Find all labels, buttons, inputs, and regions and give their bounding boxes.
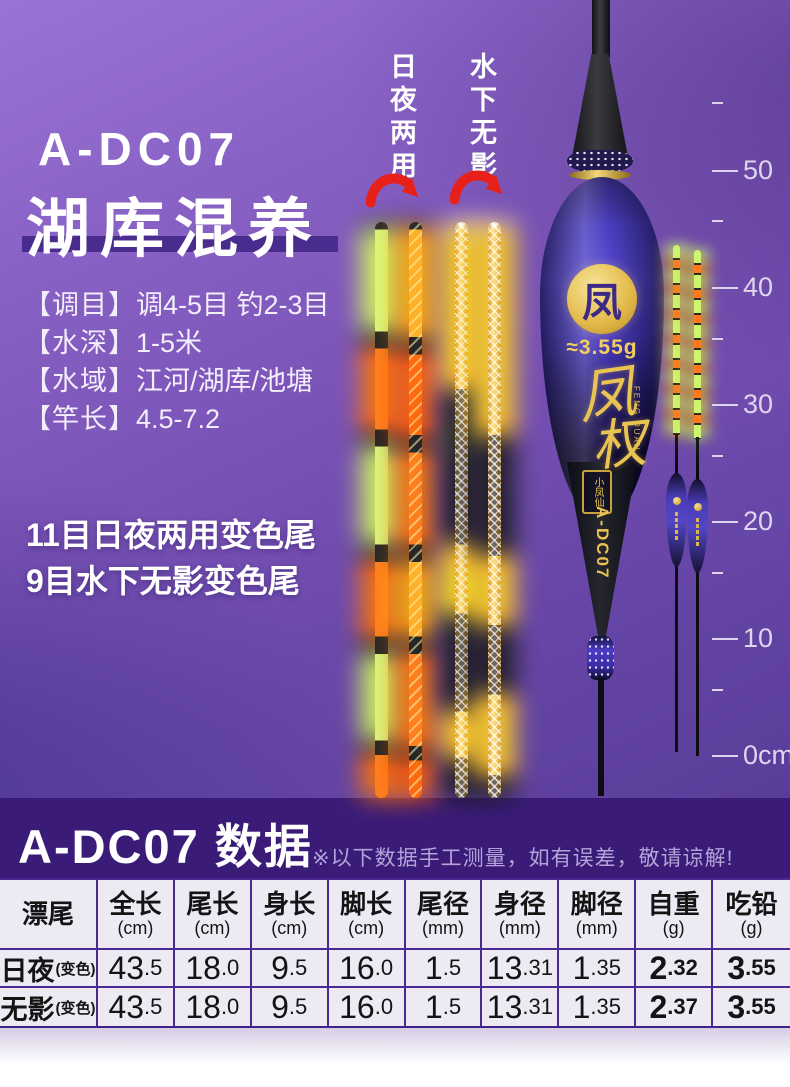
- cell-value: 43.5: [98, 950, 175, 988]
- hero-section: A-DC07 湖库混养 【调目】调4-5目 钓2-3目 【水深】1-5米 【水域…: [0, 0, 790, 798]
- cell-value: 16.0: [328, 950, 406, 988]
- red-arrow-icon: [366, 173, 419, 208]
- feature-list: 11目日夜两用变色尾 9目水下无影变色尾: [26, 512, 316, 604]
- ruler-tick-minor: [712, 455, 723, 457]
- col-header-body-length: 身长 (cm): [251, 880, 329, 950]
- col-header-foot-length: 脚长 (cm): [328, 880, 406, 950]
- cell-value: 9.5: [252, 988, 329, 1026]
- cell-value: 9.5: [251, 950, 329, 988]
- tail-underwater-1: [441, 222, 482, 798]
- cell-value: 1.35: [559, 950, 637, 988]
- col-header-total-length: 全长 (cm): [98, 880, 175, 950]
- spec-list: 【调目】调4-5目 钓2-3目 【水深】1-5米 【水域】江河/湖库/池塘 【竿…: [24, 286, 330, 438]
- cell-value: 16.0: [329, 988, 406, 1026]
- col-header-foot-diameter: 脚径 (mm): [559, 880, 637, 950]
- ruler-tick-minor: [712, 220, 723, 222]
- ruler-tick-minor: [712, 689, 723, 691]
- cell-value: 2.32: [636, 950, 714, 988]
- product-model-title: A-DC07: [38, 123, 241, 175]
- col-header-tail-length: 尾长 (cm): [174, 880, 252, 950]
- cell-value: 18.0: [174, 950, 252, 988]
- brand-logo-medallion: 凤: [567, 264, 637, 334]
- ruler-tick-10: 10: [712, 623, 773, 654]
- tail-day-night-green: [361, 222, 402, 798]
- data-section-title: A-DC07 数据: [18, 820, 313, 873]
- ruler-tick-minor: [712, 572, 723, 574]
- row-label-day-night: 日夜 (变色): [0, 950, 98, 988]
- col-header-tail-diameter: 尾径 (mm): [405, 880, 483, 950]
- cell-value: 13.31: [482, 988, 560, 1026]
- float-model-text: A-DC07: [593, 506, 612, 580]
- cell-value: 3.55: [727, 988, 776, 1025]
- mini-logo-dot: [693, 503, 702, 512]
- tail-day-night-orange: [395, 222, 436, 798]
- mini-float-foot: [675, 564, 678, 752]
- bottom-fade: [0, 1028, 790, 1087]
- mini-logo-dot: [672, 497, 681, 506]
- float-speckle-band: [567, 150, 633, 172]
- mini-float-neck: [696, 437, 699, 482]
- mini-gold-mark: [696, 518, 699, 549]
- cell-value: 13.31: [482, 950, 560, 988]
- row-label-shadowless: 无影 (变色): [0, 988, 98, 1026]
- mini-float-body: [687, 479, 708, 573]
- ruler-tick-40: 40: [712, 272, 773, 303]
- cell-value: 43.5: [98, 988, 175, 1026]
- red-arrow-icon: [450, 170, 503, 205]
- cell-value: 2.37: [636, 988, 714, 1026]
- float-foot: [598, 678, 604, 796]
- mini-gold-mark: [675, 512, 678, 543]
- label-day-night-use: 日夜两用: [386, 52, 416, 184]
- col-header-tail-type: 漂尾: [0, 880, 98, 950]
- float-top-tube: [592, 0, 610, 58]
- title-underline-bar: [22, 236, 338, 252]
- ruler-tick-0cm: 0cm: [712, 740, 790, 771]
- ruler-tick-20: 20: [712, 506, 773, 537]
- ruler-tick-minor: [712, 102, 723, 104]
- mini-float-neck: [675, 434, 678, 476]
- col-header-lead-capacity: 吃铅 (g): [713, 880, 790, 950]
- feature-day-night-tail: 11目日夜两用变色尾: [26, 517, 316, 553]
- product-name-title: 湖库混养: [26, 193, 322, 265]
- brand-latin-text: FENG QUAN: [632, 386, 641, 452]
- label-underwater-shadowless: 水下无影: [466, 52, 496, 184]
- feature-underwater-tail: 9目水下无影变色尾: [26, 563, 300, 599]
- float-weight-text: ≈3.55g: [566, 336, 638, 359]
- cell-value: 1.5: [405, 950, 483, 988]
- mini-float-body: [666, 473, 687, 567]
- measurement-disclaimer: ※以下数据手工测量，如有误差，敬请谅解!: [312, 847, 734, 870]
- cell-value: 1.35: [559, 988, 637, 1026]
- float-foot-band: [587, 636, 614, 680]
- length-ruler: 50 40 30 20 10 0cm: [712, 0, 790, 798]
- float-gold-collar: [569, 170, 631, 180]
- spec-table: 漂尾 全长 (cm) 尾长 (cm) 身长 (cm) 脚长 (cm) 尾径 (mm) 身径…: [0, 878, 790, 1029]
- tail-underwater-2: [474, 222, 515, 798]
- ruler-tick-50: 50: [712, 155, 773, 186]
- spec-water-depth: 【水深】1-5米: [24, 328, 203, 358]
- mini-float-tail: [686, 250, 709, 440]
- ruler-tick-minor: [712, 338, 723, 340]
- spec-water-area: 【水域】江河/湖库/池塘: [24, 366, 314, 396]
- mini-float-tail: [665, 245, 688, 437]
- float-top-taper: [572, 54, 628, 154]
- ruler-tick-30: 30: [712, 389, 773, 420]
- spec-rod-length: 【竿长】4.5-7.2: [24, 404, 221, 434]
- mini-float-foot: [696, 570, 699, 756]
- col-header-self-weight: 自重 (g): [636, 880, 714, 950]
- cell-value: 1.5: [406, 988, 483, 1026]
- cell-value: 18.0: [175, 988, 252, 1026]
- col-header-body-diameter: 身径 (mm): [482, 880, 560, 950]
- cell-value: 3.55: [713, 950, 790, 988]
- spec-tune-mesh: 【调目】调4-5目 钓2-3目: [24, 290, 330, 320]
- brand-seal: 小凤仙: [582, 470, 612, 514]
